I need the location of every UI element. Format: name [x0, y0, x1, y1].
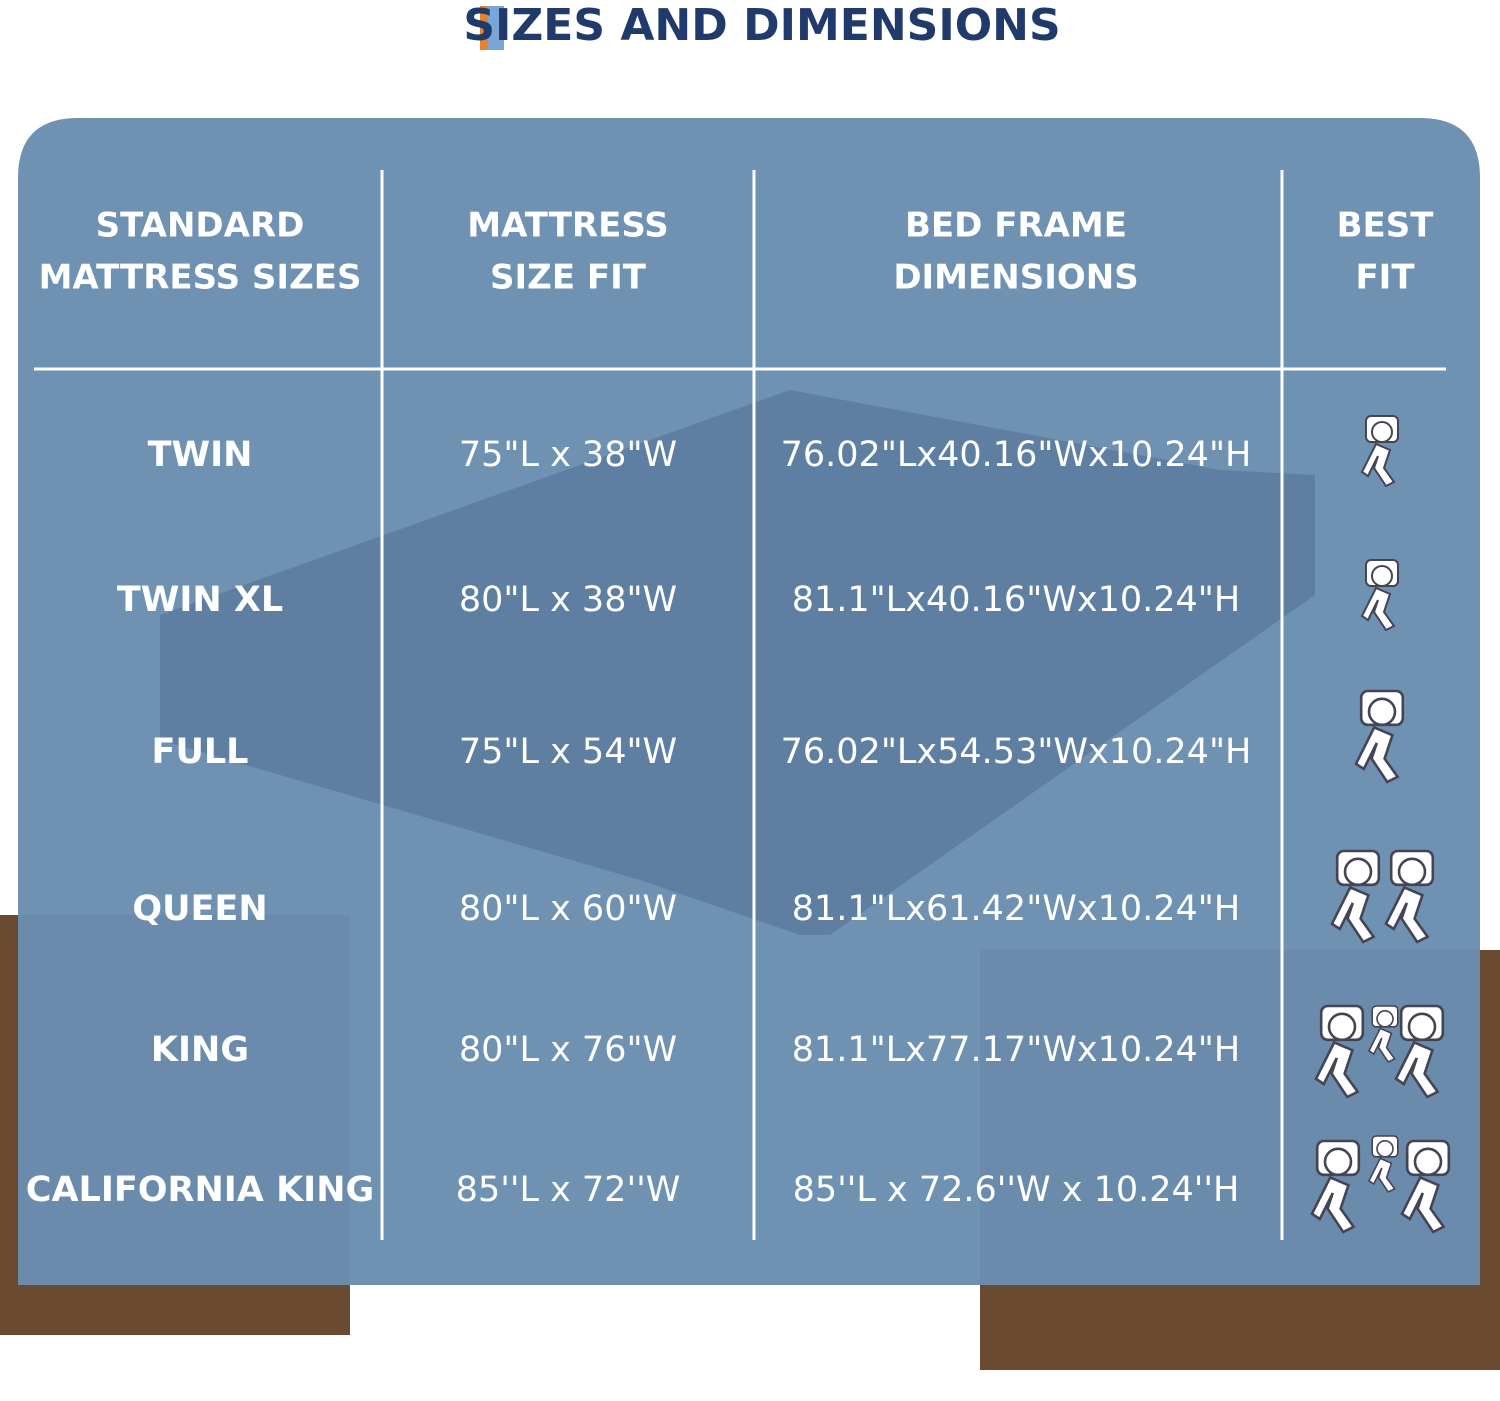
dimension-cell: 81.1"Lx61.42"Wx10.24"H [792, 889, 1240, 929]
title-accent [480, 6, 488, 50]
table-lines [34, 170, 1446, 1240]
dimension-cell: 81.1"Lx77.17"Wx10.24"H [792, 1030, 1240, 1070]
size-name: FULL [152, 732, 249, 772]
column-header: MATTRESS SIZES [39, 258, 362, 298]
dimension-cell: 76.02"Lx54.53"Wx10.24"H [781, 732, 1252, 772]
column-header: BED FRAME [905, 206, 1127, 246]
column-header: DIMENSIONS [893, 258, 1138, 298]
dimension-cell: 80"L x 76"W [459, 1030, 677, 1070]
title-accent [488, 6, 504, 50]
dimension-cell: 80"L x 60"W [459, 889, 677, 929]
column-header: MATTRESS [467, 206, 669, 246]
dimension-cell: 76.02"Lx40.16"Wx10.24"H [781, 435, 1252, 475]
size-name: TWIN [148, 435, 253, 475]
bed-frame-overlay [160, 390, 1315, 935]
dimension-cell: 75"L x 38"W [459, 435, 677, 475]
dimension-cell: 85''L x 72''W [456, 1170, 681, 1210]
column-header: FIT [1355, 258, 1415, 298]
size-name: TWIN XL [117, 580, 283, 620]
column-header: SIZE FIT [490, 258, 647, 298]
dimension-cell: 85''L x 72.6''W x 10.24''H [793, 1170, 1240, 1210]
dimension-cell: 75"L x 54"W [459, 732, 677, 772]
page-title: SIZES AND DIMENSIONS [463, 0, 1060, 51]
column-header: BEST [1337, 206, 1435, 246]
size-name: QUEEN [132, 889, 267, 929]
size-name: CALIFORNIA KING [26, 1170, 374, 1210]
dimension-cell: 80"L x 38"W [459, 580, 677, 620]
size-name: KING [151, 1030, 249, 1070]
column-header: STANDARD [96, 206, 305, 246]
dimension-cell: 81.1"Lx40.16"Wx10.24"H [792, 580, 1240, 620]
